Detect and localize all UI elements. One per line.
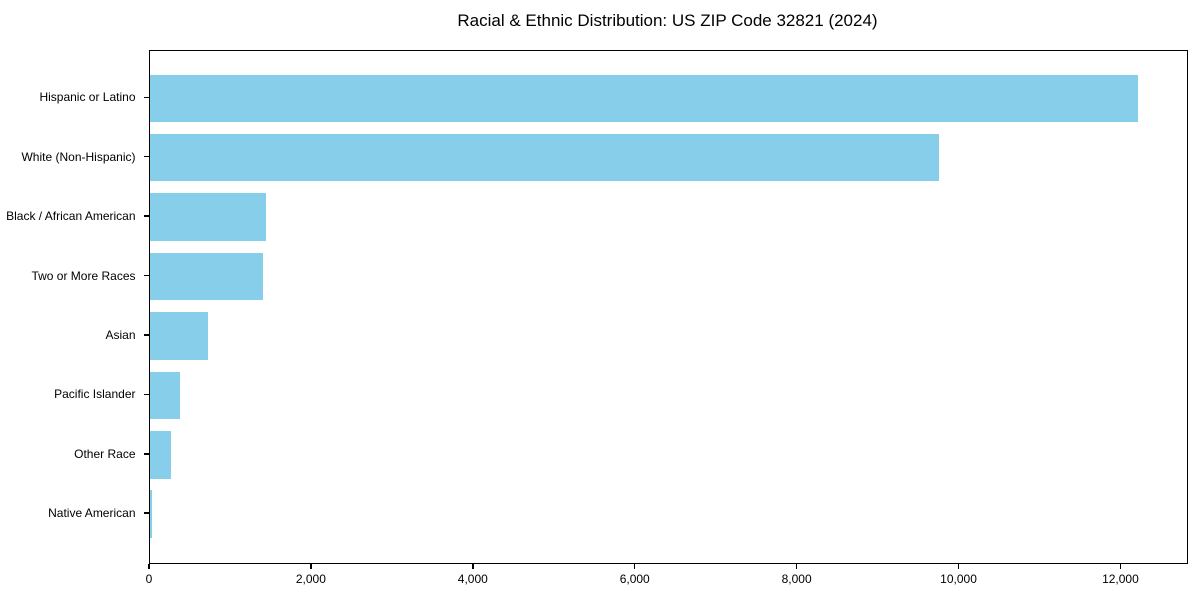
bar-two-or-more-races bbox=[150, 252, 263, 301]
y-axis-label-asian: Asian bbox=[105, 327, 136, 342]
bar-native-american bbox=[150, 490, 152, 538]
y-tick-mark bbox=[143, 215, 149, 217]
y-tick-mark bbox=[143, 334, 149, 336]
bar-white-non-hispanic bbox=[150, 133, 940, 182]
x-tick-mark bbox=[1119, 563, 1122, 569]
y-axis-label-pacific-islander: Pacific Islander bbox=[54, 387, 136, 402]
bar-asian bbox=[150, 312, 209, 360]
x-axis-tick-0: 0 bbox=[145, 571, 153, 586]
y-tick-mark bbox=[143, 512, 149, 514]
y-axis-label-white-non-hispanic: White (Non-Hispanic) bbox=[21, 149, 136, 164]
y-axis-label-other-race: Other Race bbox=[74, 446, 136, 461]
x-tick-mark bbox=[310, 563, 312, 569]
y-axis-label-hispanic-or-latino: Hispanic or Latino bbox=[39, 90, 136, 105]
bar-pacific-islander bbox=[150, 371, 181, 420]
y-tick-mark bbox=[143, 274, 149, 277]
bar-hispanic-or-latino bbox=[150, 74, 1138, 123]
y-axis-label-two-or-more-races: Two or More Races bbox=[31, 268, 136, 283]
y-tick-mark bbox=[143, 393, 149, 396]
x-axis-tick-12-000: 12,000 bbox=[1102, 571, 1139, 586]
bar-black-african-american bbox=[150, 193, 266, 241]
x-axis-tick-4-000: 4,000 bbox=[457, 571, 488, 586]
y-tick-mark bbox=[143, 96, 149, 99]
chart-title: Racial & Ethnic Distribution: US ZIP Cod… bbox=[457, 11, 878, 30]
x-axis-tick-6-000: 6,000 bbox=[619, 571, 650, 586]
x-axis-tick-10-000: 10,000 bbox=[940, 571, 977, 586]
bar-other-race bbox=[150, 431, 172, 479]
x-tick-mark bbox=[633, 563, 636, 569]
x-tick-mark bbox=[795, 563, 798, 569]
y-tick-mark bbox=[143, 155, 149, 158]
x-tick-mark bbox=[472, 563, 474, 569]
y-tick-mark bbox=[143, 453, 149, 455]
y-axis-label-native-american: Native American bbox=[48, 506, 136, 521]
x-axis-tick-2-000: 2,000 bbox=[295, 571, 326, 586]
plot-area bbox=[149, 50, 1188, 564]
x-tick-mark bbox=[957, 563, 960, 569]
y-axis-label-black-african-american: Black / African American bbox=[6, 209, 136, 224]
x-axis-tick-8-000: 8,000 bbox=[781, 571, 812, 586]
x-tick-mark bbox=[148, 563, 150, 569]
